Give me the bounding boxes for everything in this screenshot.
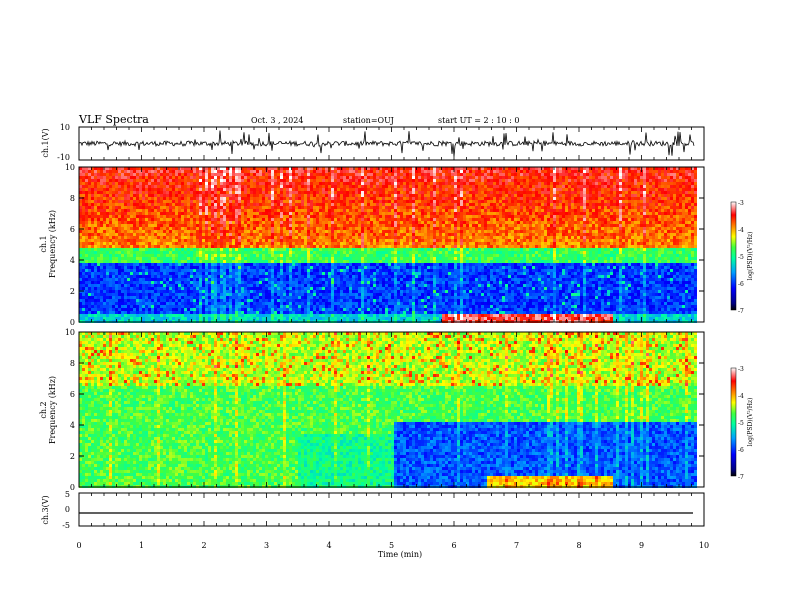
spec1-ytick-10: 10 xyxy=(65,163,75,172)
cb1-tick-3: -6 xyxy=(738,281,744,288)
cb2-tick-4: -7 xyxy=(738,474,744,481)
figure-title: VLF Spectra xyxy=(79,113,149,126)
ch2-spectrogram-image xyxy=(79,332,697,488)
ch3-ytick-bottom: -5 xyxy=(62,521,70,530)
spec2-ytick-2: 2 xyxy=(70,452,75,461)
date-label: Oct. 3 , 2024 xyxy=(251,116,303,125)
xtick-10: 10 xyxy=(699,541,709,550)
cb1-tick-0: -3 xyxy=(738,200,744,207)
xtick-5: 5 xyxy=(389,541,394,550)
ch1-waveform-line xyxy=(78,130,695,157)
ch2-colorbar xyxy=(730,367,737,477)
spec2-ytick-6: 6 xyxy=(70,390,75,399)
ch3-ytick-mid: 0 xyxy=(65,505,70,514)
ch3-ytick-top: 5 xyxy=(65,490,70,499)
xtick-6: 6 xyxy=(451,541,456,550)
ch1-ytick-bottom: -10 xyxy=(57,153,70,162)
ch1-colorbar xyxy=(730,201,737,311)
xtick-3: 3 xyxy=(264,541,269,550)
ch1-waveform-panel: 10 -10 ch.1(V) xyxy=(41,123,705,162)
spec2-ytick-0: 0 xyxy=(70,483,75,492)
spec2-ytick-4: 4 xyxy=(70,421,75,430)
cb1-label: log(PSD)(V²/Hz) xyxy=(747,232,754,281)
xtick-8: 8 xyxy=(576,541,581,550)
xtick-7: 7 xyxy=(514,541,519,550)
ch1-ylabel: ch.1(V) xyxy=(41,128,50,157)
xtick-4: 4 xyxy=(326,541,331,550)
xtick-1: 1 xyxy=(139,541,144,550)
cb2-tick-0: -3 xyxy=(738,366,744,373)
x-axis-label: Time (min) xyxy=(378,550,422,559)
spec1-ytick-6: 6 xyxy=(70,225,75,234)
cb1-tick-1: -4 xyxy=(738,227,744,234)
spec1-ytick-8: 8 xyxy=(70,194,75,203)
cb1-tick-4: -7 xyxy=(738,308,744,315)
ch3-waveform-panel: 5 0 -5 ch.3(V) xyxy=(41,490,705,530)
cb2-tick-1: -4 xyxy=(738,393,744,400)
spec1-ytick-0: 0 xyxy=(70,318,75,327)
x-axis-tick-labels: 0 1 2 3 4 5 6 7 8 9 10 xyxy=(76,541,709,550)
ch1-spec-ylabel-top: ch.1 xyxy=(39,235,48,252)
xtick-0: 0 xyxy=(76,541,81,550)
station-label: station=OUJ xyxy=(343,116,394,125)
ch1-spectrogram-image xyxy=(79,167,697,323)
cb1-tick-2: -5 xyxy=(738,254,744,261)
ch2-spec-ylabel: Frequency (kHz) xyxy=(48,376,57,444)
cb2-tick-3: -6 xyxy=(738,447,744,454)
ch1-spectrogram-panel: 0 2 4 6 8 10 ch.1 Frequency (kHz) xyxy=(39,163,705,327)
ch1-ytick-top: 10 xyxy=(60,123,70,132)
ch2-spectrogram-panel: 0 2 4 6 8 10 ch.2 Frequency (kHz) xyxy=(39,328,705,492)
spec2-ytick-8: 8 xyxy=(70,359,75,368)
spec1-ytick-2: 2 xyxy=(70,287,75,296)
xtick-9: 9 xyxy=(639,541,644,550)
ch2-spec-ylabel-top: ch.2 xyxy=(39,401,48,418)
spec1-ytick-4: 4 xyxy=(70,256,75,265)
xtick-2: 2 xyxy=(201,541,206,550)
start-ut-label: start UT = 2 : 10 : 0 xyxy=(438,116,519,125)
cb2-label: log(PSD)(V²/Hz) xyxy=(747,398,754,447)
ch1-spec-ylabel: Frequency (kHz) xyxy=(48,210,57,278)
cb2-tick-2: -5 xyxy=(738,420,744,427)
spec2-ytick-10: 10 xyxy=(65,328,75,337)
x-axis-ticks xyxy=(78,127,705,526)
ch3-ylabel: ch.3(V) xyxy=(41,495,50,524)
